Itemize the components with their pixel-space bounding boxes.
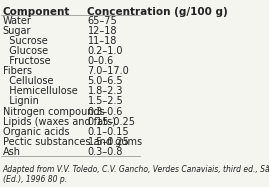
Text: Lipids (waxes and fats): Lipids (waxes and fats)	[3, 117, 116, 127]
Text: Nitrogen compounds: Nitrogen compounds	[3, 107, 105, 117]
Text: Adapted from V.V. Toledo, C.V. Gancho, Verdes Canaviais, third ed., São Paulo, M: Adapted from V.V. Toledo, C.V. Gancho, V…	[3, 165, 269, 184]
Text: Organic acids: Organic acids	[3, 127, 69, 137]
Text: Fructose: Fructose	[3, 56, 50, 66]
Text: Sugar: Sugar	[3, 26, 31, 36]
Text: 11–18: 11–18	[87, 36, 117, 46]
Text: Sucrose: Sucrose	[3, 36, 48, 46]
Text: Water: Water	[3, 16, 32, 26]
Text: 0.1–0.15: 0.1–0.15	[87, 127, 129, 137]
Text: 12–18: 12–18	[87, 26, 117, 36]
Text: Component: Component	[3, 7, 70, 17]
Text: Concentration (g/100 g): Concentration (g/100 g)	[87, 7, 228, 17]
Text: Hemicellulose: Hemicellulose	[3, 86, 77, 96]
Text: 5.0–6.5: 5.0–6.5	[87, 76, 123, 86]
Text: Pectic substances and gums: Pectic substances and gums	[3, 137, 142, 147]
Text: 0.3–0.8: 0.3–0.8	[87, 147, 123, 157]
Text: 0–0.6: 0–0.6	[87, 56, 114, 66]
Text: 0.3–0.6: 0.3–0.6	[87, 107, 123, 117]
Text: 0.2–1.0: 0.2–1.0	[87, 46, 123, 56]
Text: 0.15–0.25: 0.15–0.25	[87, 117, 136, 127]
Text: Ash: Ash	[3, 147, 21, 157]
Text: Glucose: Glucose	[3, 46, 48, 56]
Text: 1.8–2.3: 1.8–2.3	[87, 86, 123, 96]
Text: Lignin: Lignin	[3, 96, 39, 106]
Text: Cellulose: Cellulose	[3, 76, 53, 86]
Text: 65–75: 65–75	[87, 16, 117, 26]
Text: 1.5–0.25: 1.5–0.25	[87, 137, 129, 147]
Text: Fibers: Fibers	[3, 66, 32, 76]
Text: 1.5–2.5: 1.5–2.5	[87, 96, 123, 106]
Text: 7.0–17.0: 7.0–17.0	[87, 66, 129, 76]
